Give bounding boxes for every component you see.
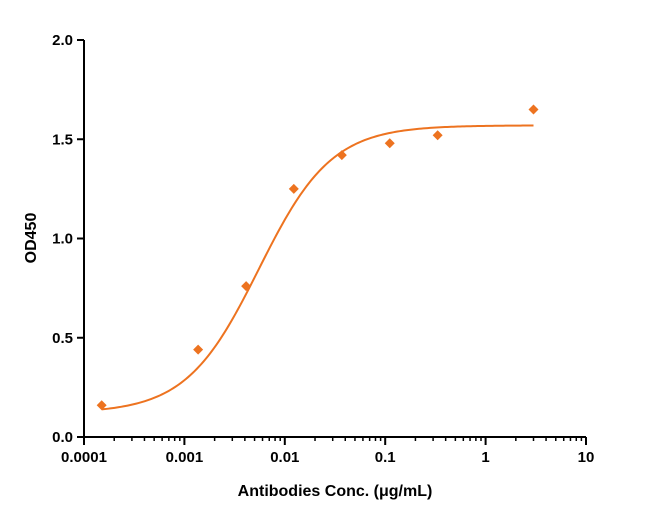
y-tick-label: 0.0: [52, 429, 73, 446]
fit-curve: [101, 124, 534, 411]
y-tick-label: 0.5: [52, 330, 73, 347]
data-point: [432, 130, 443, 141]
y-axis-title: OD450: [23, 213, 40, 264]
x-tick-label: 0.001: [166, 449, 204, 466]
y-tick-label: 2.0: [52, 32, 73, 49]
x-tick-label: 0.0001: [61, 449, 107, 466]
axes: [83, 40, 586, 438]
x-ticks: 0.0001 0.001 0.01 0.1 1 10: [61, 437, 594, 466]
fit-curve-layer: [101, 124, 534, 411]
data-point: [241, 281, 252, 292]
data-point: [193, 344, 204, 355]
data-point: [288, 183, 299, 194]
y-tick-label: 1.5: [52, 131, 73, 148]
y-tick-label: 1.0: [52, 231, 73, 248]
data-point: [528, 104, 539, 115]
data-point: [336, 150, 347, 161]
data-points-layer: [96, 104, 539, 411]
x-tick-label: 0.01: [270, 449, 299, 466]
data-point: [384, 138, 395, 149]
x-tick-label: 0.1: [375, 449, 396, 466]
data-point: [96, 400, 107, 411]
x-tick-label: 10: [578, 449, 595, 466]
y-ticks: 0.0 0.5 1.0 1.5 2.0: [52, 32, 84, 446]
x-axis-title: Antibodies Conc. (μg/mL): [238, 483, 433, 500]
x-tick-label: 1: [481, 449, 489, 466]
